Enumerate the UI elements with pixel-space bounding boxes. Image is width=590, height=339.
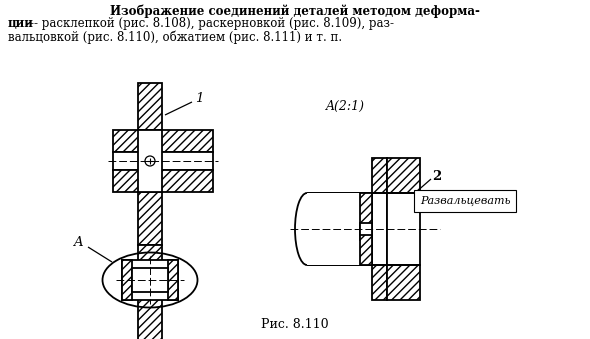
Bar — [387, 158, 420, 193]
Bar — [387, 193, 420, 265]
Bar — [360, 193, 372, 228]
Text: Изображение соединений деталей методом деформа-: Изображение соединений деталей методом д… — [110, 4, 480, 18]
Bar — [360, 228, 372, 240]
Bar — [372, 193, 387, 265]
Text: A: A — [73, 236, 83, 248]
Bar — [138, 192, 162, 245]
Bar — [372, 158, 387, 193]
Bar — [113, 152, 213, 170]
Text: вальцовкой (рис. 8.110), обжатием (рис. 8.111) и т. п.: вальцовкой (рис. 8.110), обжатием (рис. … — [8, 30, 342, 43]
Bar — [122, 260, 132, 300]
Text: A(2:1): A(2:1) — [326, 100, 365, 113]
Bar — [138, 130, 162, 192]
Bar — [113, 130, 213, 152]
Bar — [307, 193, 372, 265]
Text: 1: 1 — [195, 93, 204, 105]
Bar — [138, 83, 162, 130]
Bar — [360, 230, 372, 265]
Text: Развальцевать: Развальцевать — [420, 196, 510, 206]
Bar — [132, 268, 168, 292]
Text: ции: ции — [8, 17, 34, 30]
Bar — [122, 260, 178, 300]
Bar — [113, 170, 213, 192]
Bar — [372, 265, 387, 300]
Text: Рис. 8.110: Рис. 8.110 — [261, 318, 329, 331]
Text: 2: 2 — [432, 170, 441, 182]
Bar — [387, 265, 420, 300]
Bar — [360, 223, 372, 235]
Text: --- расклепкой (рис. 8.108), раскерновкой (рис. 8.109), раз-: --- расклепкой (рис. 8.108), раскерновко… — [26, 17, 394, 30]
Bar — [168, 260, 178, 300]
Bar — [138, 245, 162, 339]
